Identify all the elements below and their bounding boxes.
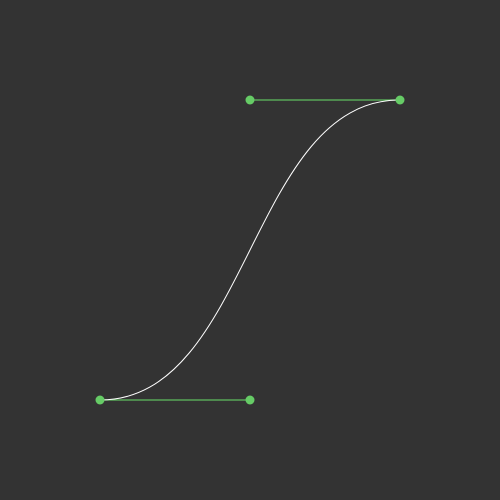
start-anchor-point[interactable] bbox=[95, 395, 105, 405]
control-point-1[interactable] bbox=[245, 395, 255, 405]
end-anchor-point[interactable] bbox=[395, 95, 405, 105]
bezier-curve bbox=[99, 99, 401, 401]
control-point-2[interactable] bbox=[245, 95, 255, 105]
